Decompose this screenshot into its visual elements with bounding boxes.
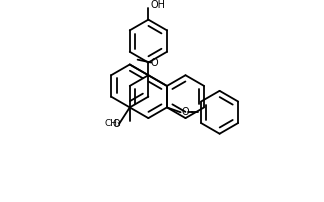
Text: OH: OH: [151, 0, 166, 10]
Text: O: O: [182, 107, 189, 117]
Text: CH₃: CH₃: [104, 119, 121, 128]
Text: O: O: [112, 119, 120, 129]
Text: O: O: [150, 58, 158, 67]
